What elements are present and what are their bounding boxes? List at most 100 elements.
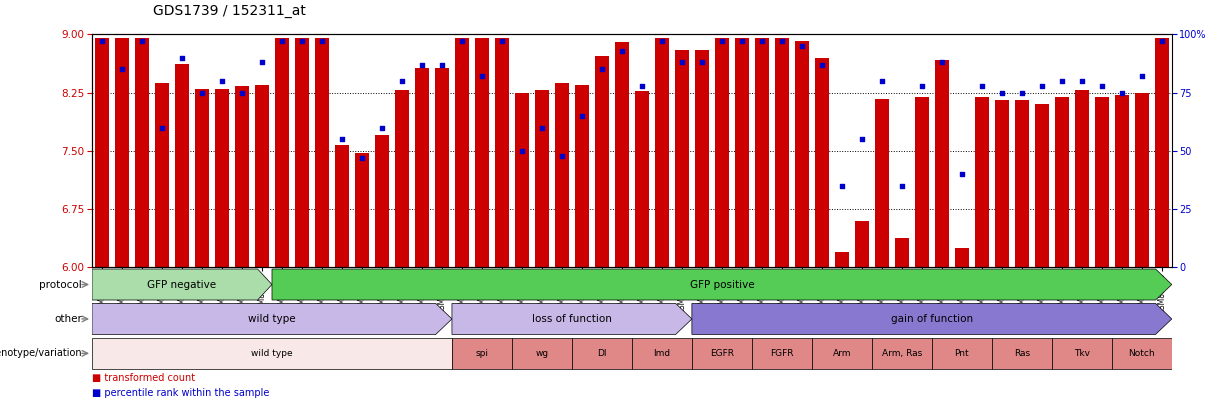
Bar bbox=[915, 96, 929, 267]
Bar bbox=[395, 90, 409, 267]
Point bbox=[952, 171, 972, 177]
Text: loss of function: loss of function bbox=[533, 314, 612, 324]
Point bbox=[352, 155, 372, 161]
Point bbox=[712, 38, 731, 45]
Bar bbox=[935, 60, 948, 267]
Point bbox=[1072, 78, 1092, 84]
Point bbox=[1052, 78, 1071, 84]
Bar bbox=[452, 338, 512, 369]
Point bbox=[612, 47, 632, 54]
Polygon shape bbox=[272, 269, 1172, 300]
Bar bbox=[655, 38, 669, 267]
Bar bbox=[1052, 338, 1112, 369]
Bar bbox=[1034, 104, 1049, 267]
Bar bbox=[255, 85, 269, 267]
Bar bbox=[1094, 96, 1109, 267]
Point bbox=[152, 124, 172, 131]
Text: GDS1739 / 152311_at: GDS1739 / 152311_at bbox=[153, 4, 307, 18]
Point bbox=[933, 59, 952, 66]
Bar bbox=[1015, 100, 1028, 267]
Bar bbox=[735, 38, 748, 267]
Point bbox=[412, 62, 432, 68]
Bar bbox=[1135, 93, 1148, 267]
Bar bbox=[974, 96, 989, 267]
Point bbox=[133, 38, 152, 45]
Point bbox=[172, 54, 191, 61]
Point bbox=[1152, 38, 1172, 45]
Bar bbox=[175, 64, 189, 267]
Point bbox=[272, 38, 292, 45]
Bar bbox=[555, 83, 569, 267]
Point bbox=[193, 90, 212, 96]
Point bbox=[672, 59, 692, 66]
Bar bbox=[875, 99, 888, 267]
Point bbox=[632, 83, 652, 89]
Bar bbox=[1055, 96, 1069, 267]
Text: FGFR: FGFR bbox=[771, 349, 794, 358]
Text: genotype/variation: genotype/variation bbox=[0, 348, 82, 358]
Bar bbox=[294, 38, 309, 267]
Bar bbox=[675, 50, 688, 267]
Bar bbox=[535, 90, 548, 267]
Bar bbox=[855, 221, 869, 267]
Bar bbox=[595, 56, 609, 267]
Point bbox=[572, 113, 591, 119]
Point bbox=[832, 183, 852, 189]
Point bbox=[892, 183, 912, 189]
Bar bbox=[775, 38, 789, 267]
Bar bbox=[512, 338, 572, 369]
Point bbox=[552, 152, 572, 159]
Bar bbox=[1112, 338, 1172, 369]
Bar bbox=[752, 338, 812, 369]
Polygon shape bbox=[692, 303, 1172, 335]
Bar bbox=[315, 38, 329, 267]
Bar bbox=[755, 38, 769, 267]
Text: gain of function: gain of function bbox=[891, 314, 973, 324]
Bar bbox=[115, 38, 129, 267]
Point bbox=[533, 124, 552, 131]
Bar bbox=[92, 338, 452, 369]
Polygon shape bbox=[92, 303, 452, 335]
Bar bbox=[155, 83, 169, 267]
Bar bbox=[694, 50, 709, 267]
Point bbox=[292, 38, 312, 45]
Point bbox=[393, 78, 412, 84]
Point bbox=[1133, 73, 1152, 79]
Bar bbox=[275, 38, 290, 267]
Point bbox=[1112, 90, 1131, 96]
Text: wild type: wild type bbox=[248, 314, 296, 324]
Bar bbox=[834, 252, 849, 267]
Bar bbox=[434, 68, 449, 267]
Point bbox=[333, 136, 352, 143]
Point bbox=[692, 59, 712, 66]
Point bbox=[472, 73, 492, 79]
Bar bbox=[1115, 95, 1129, 267]
Text: GFP positive: GFP positive bbox=[690, 279, 755, 290]
Point bbox=[872, 78, 892, 84]
Bar bbox=[355, 153, 369, 267]
Text: Tkv: Tkv bbox=[1074, 349, 1090, 358]
Bar bbox=[715, 38, 729, 267]
Text: GFP negative: GFP negative bbox=[147, 279, 217, 290]
Bar bbox=[692, 338, 752, 369]
Bar bbox=[475, 38, 488, 267]
Polygon shape bbox=[92, 269, 272, 300]
Bar bbox=[815, 58, 829, 267]
Point bbox=[972, 83, 991, 89]
Point bbox=[752, 38, 772, 45]
Point bbox=[772, 38, 791, 45]
Bar bbox=[94, 38, 109, 267]
Text: Imd: Imd bbox=[653, 349, 670, 358]
Bar bbox=[515, 93, 529, 267]
Bar bbox=[931, 338, 991, 369]
Text: EGFR: EGFR bbox=[710, 349, 734, 358]
Bar bbox=[135, 38, 148, 267]
Point bbox=[652, 38, 671, 45]
Point bbox=[733, 38, 752, 45]
Bar bbox=[634, 91, 649, 267]
Point bbox=[432, 62, 452, 68]
Bar bbox=[572, 338, 632, 369]
Point bbox=[512, 147, 531, 154]
Bar bbox=[415, 68, 429, 267]
Bar bbox=[812, 338, 872, 369]
